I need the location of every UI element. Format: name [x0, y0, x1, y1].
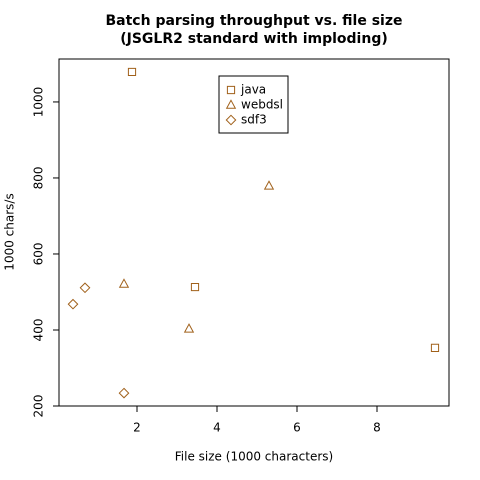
- point: [67, 298, 79, 310]
- point: [118, 278, 130, 288]
- point: [183, 323, 195, 333]
- y-axis-label: 1000 chars/s: [3, 193, 17, 270]
- chart-subtitle: (JSGLR2 standard with imploding): [120, 31, 388, 47]
- legend-label: webdsl: [241, 98, 283, 112]
- x-tick-label: 8: [373, 421, 381, 435]
- y-tick-label: 200: [32, 395, 46, 418]
- point: [263, 180, 275, 190]
- y-tick-label: 800: [32, 167, 46, 190]
- y-tick-label: 1000: [32, 87, 46, 118]
- x-tick-label: 2: [133, 421, 141, 435]
- x-tick-label: 4: [213, 421, 221, 435]
- legend-marker: [226, 85, 236, 95]
- x-axis-label: File size (1000 characters): [175, 450, 333, 464]
- legend-label: sdf3: [241, 113, 267, 127]
- y-tick-label: 400: [32, 319, 46, 342]
- point: [118, 387, 130, 399]
- plot-frame: [58, 58, 450, 407]
- y-tick-label: 600: [32, 243, 46, 266]
- legend-label: java: [240, 83, 266, 97]
- chart-title: Batch parsing throughput vs. file size: [106, 13, 403, 29]
- x-tick-label: 6: [293, 421, 301, 435]
- point: [127, 67, 137, 77]
- legend-marker: [225, 99, 237, 109]
- point: [430, 343, 440, 352]
- point: [190, 282, 200, 292]
- point: [79, 282, 91, 294]
- legend-marker: [225, 114, 237, 126]
